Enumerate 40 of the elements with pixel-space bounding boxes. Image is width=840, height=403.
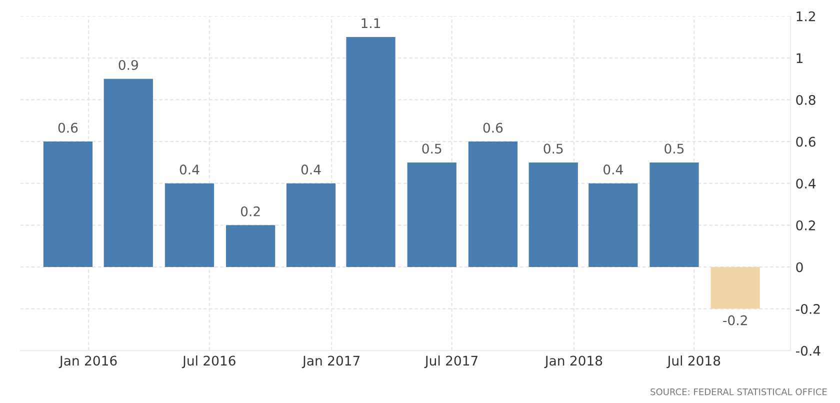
y-tick-label: -0.2 xyxy=(796,304,820,314)
data-label: 0.5 xyxy=(544,144,563,154)
source-note: SOURCE: FEDERAL STATISTICAL OFFICE xyxy=(650,388,827,396)
x-tick-label: Jul 2016 xyxy=(182,355,236,368)
data-label: 0.4 xyxy=(604,164,623,175)
data-label: 0.6 xyxy=(483,122,503,133)
y-tick-label: 0.4 xyxy=(796,178,816,189)
data-label: 0.4 xyxy=(301,164,321,175)
y-tick-label: 0 xyxy=(796,262,803,272)
bar xyxy=(286,183,336,267)
x-tick-label: Jul 2017 xyxy=(424,355,478,368)
x-tick-label: Jan 2017 xyxy=(302,356,360,368)
bar xyxy=(650,162,699,267)
x-tick-label: Jan 2016 xyxy=(58,356,117,368)
bar xyxy=(226,225,276,267)
y-tick-label: 0.2 xyxy=(796,220,815,230)
bar xyxy=(407,162,456,267)
data-label: 1.1 xyxy=(362,18,380,28)
bar xyxy=(104,78,153,267)
x-tick-label: Jul 2018 xyxy=(666,355,720,368)
data-label: 0.5 xyxy=(422,144,442,154)
y-tick-label: 0.6 xyxy=(796,136,816,147)
bar xyxy=(528,162,578,267)
bar xyxy=(468,142,518,267)
bar xyxy=(164,183,214,267)
y-tick-label: 0.8 xyxy=(796,94,816,105)
bar xyxy=(43,142,93,267)
x-tick-label: Jan 2018 xyxy=(544,356,602,368)
y-tick-label: 1 xyxy=(796,53,802,63)
bar xyxy=(710,266,760,309)
y-tick-label: 1.2 xyxy=(796,11,815,22)
data-label: 0.6 xyxy=(58,122,78,133)
y-tick-label: -0.4 xyxy=(796,346,820,356)
data-label: -0.2 xyxy=(723,315,747,326)
bar xyxy=(346,37,396,267)
data-label: 0.4 xyxy=(180,164,200,175)
bar xyxy=(588,183,638,267)
data-label: 0.2 xyxy=(240,206,260,216)
data-label: 0.9 xyxy=(118,60,138,70)
data-label: 0.5 xyxy=(664,144,684,154)
